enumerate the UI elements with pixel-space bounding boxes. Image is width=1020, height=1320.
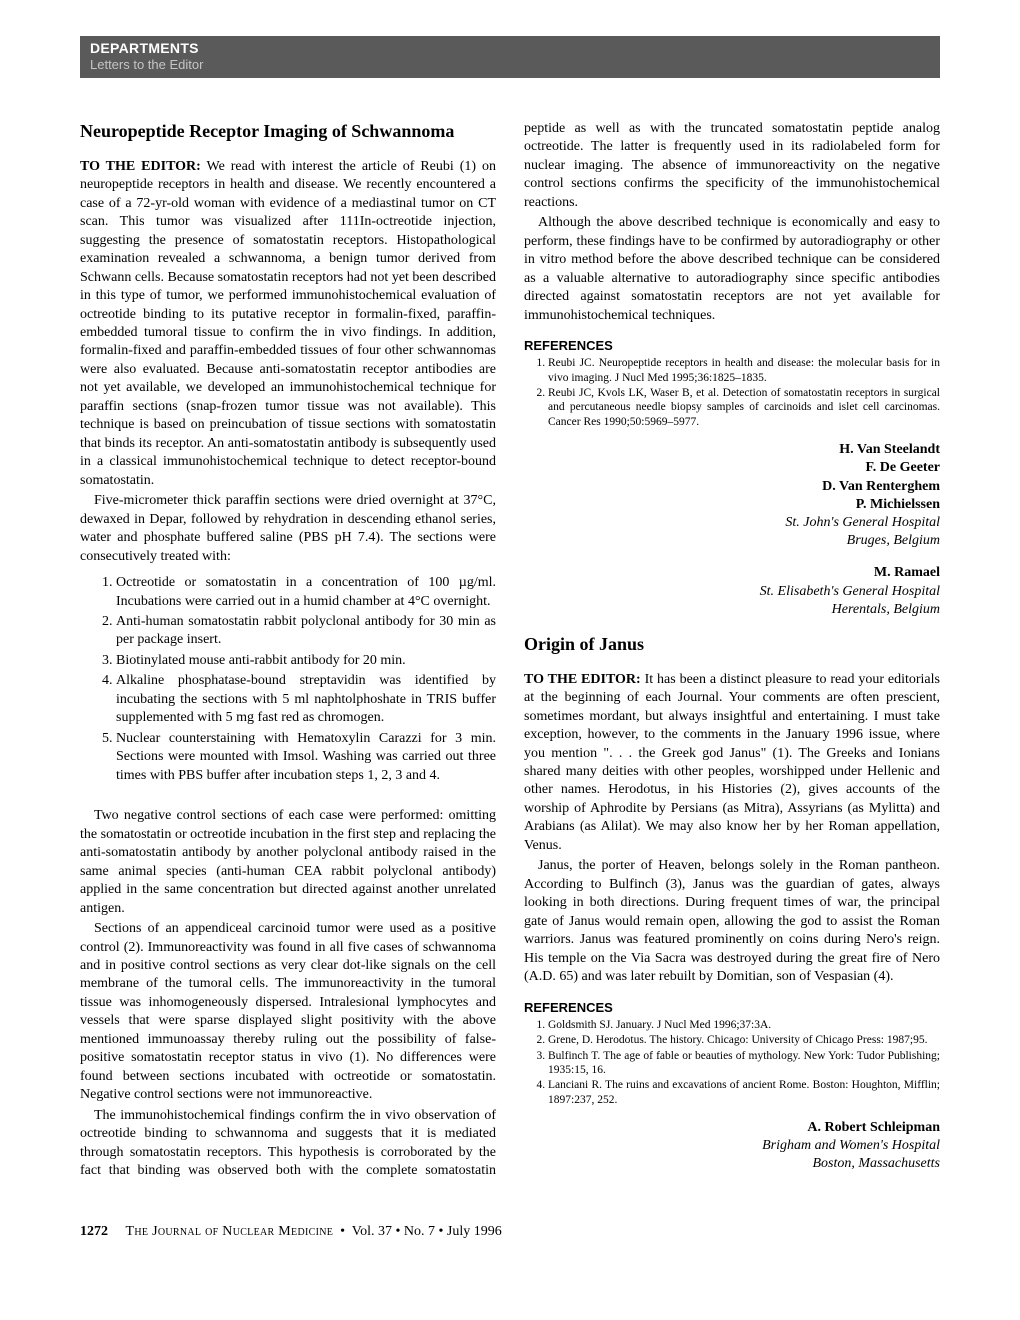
- article1-refs: Reubi JC. Neuropeptide receptors in heal…: [538, 356, 940, 429]
- article1-signature-1: H. Van Steelandt F. De Geeter D. Van Ren…: [524, 441, 940, 550]
- protocol-item: Octreotide or somatostatin in a concentr…: [116, 574, 496, 611]
- author-name: H. Van Steelandt: [524, 441, 940, 459]
- ref-item: Goldsmith SJ. January. J Nucl Med 1996;3…: [548, 1018, 940, 1032]
- article1-title: Neuropeptide Receptor Imaging of Schwann…: [80, 120, 496, 144]
- article2-p2: Janus, the porter of Heaven, belongs sol…: [524, 857, 940, 986]
- article1-p4: Sections of an appendiceal carcinoid tum…: [80, 920, 496, 1105]
- article1-p1: TO THE EDITOR: We read with interest the…: [80, 158, 496, 490]
- article2-title: Origin of Janus: [524, 633, 940, 657]
- article2-refs: Goldsmith SJ. January. J Nucl Med 1996;3…: [538, 1018, 940, 1107]
- article1-lead: TO THE EDITOR:: [80, 159, 201, 174]
- protocol-list: Octreotide or somatostatin in a concentr…: [102, 574, 496, 785]
- article2-lead: TO THE EDITOR:: [524, 672, 641, 687]
- author-affiliation: Boston, Massachusetts: [524, 1155, 940, 1173]
- page-footer: 1272 The Journal of Nuclear Medicine • V…: [80, 1224, 940, 1240]
- article2-p1-text: It has been a distinct pleasure to read …: [524, 672, 940, 853]
- author-name: M. Ramael: [524, 564, 940, 582]
- dept-sublabel: Letters to the Editor: [90, 57, 930, 72]
- article1-p6: Although the above described technique i…: [524, 214, 940, 325]
- ref-item: Grene, D. Herodotus. The history. Chicag…: [548, 1033, 940, 1047]
- article1-p3: Two negative control sections of each ca…: [80, 807, 496, 918]
- protocol-item: Biotinylated mouse anti-rabbit antibody …: [116, 652, 496, 670]
- ref-item: Bulfinch T. The age of fable or beauties…: [548, 1049, 940, 1078]
- ref-item: Lanciani R. The ruins and excavations of…: [548, 1078, 940, 1107]
- author-name: A. Robert Schleipman: [524, 1119, 940, 1137]
- article1-p2: Five-micrometer thick paraffin sections …: [80, 492, 496, 566]
- ref-item: Reubi JC. Neuropeptide receptors in heal…: [548, 356, 940, 385]
- page-number: 1272: [80, 1224, 108, 1239]
- author-name: F. De Geeter: [524, 459, 940, 477]
- author-name: D. Van Renterghem: [524, 478, 940, 496]
- protocol-item: Anti-human somatostatin rabbit polyclona…: [116, 613, 496, 650]
- ref-item: Reubi JC, Kvols LK, Waser B, et al. Dete…: [548, 386, 940, 429]
- article2-signature: A. Robert Schleipman Brigham and Women's…: [524, 1119, 940, 1174]
- author-affiliation: Brigham and Women's Hospital: [524, 1137, 940, 1155]
- author-affiliation: St. John's General Hospital: [524, 514, 940, 532]
- article1-refs-head: REFERENCES: [524, 337, 940, 354]
- protocol-item: Nuclear counterstaining with Hematoxylin…: [116, 730, 496, 785]
- journal-name: The Journal of Nuclear Medicine: [126, 1224, 334, 1239]
- protocol-item: Alkaline phosphatase-bound streptavidin …: [116, 672, 496, 727]
- body-columns: Neuropeptide Receptor Imaging of Schwann…: [80, 120, 940, 1184]
- author-affiliation: Herentals, Belgium: [524, 601, 940, 619]
- author-name: P. Michielssen: [524, 496, 940, 514]
- author-affiliation: St. Elisabeth's General Hospital: [524, 583, 940, 601]
- author-affiliation: Bruges, Belgium: [524, 532, 940, 550]
- article2-refs-head: REFERENCES: [524, 999, 940, 1016]
- article1-signature-2: M. Ramael St. Elisabeth's General Hospit…: [524, 564, 940, 619]
- department-banner: DEPARTMENTS Letters to the Editor: [80, 36, 940, 78]
- dept-label: DEPARTMENTS: [90, 40, 930, 56]
- article1-p1-text: We read with interest the article of Reu…: [80, 159, 496, 488]
- issue-info: Vol. 37 • No. 7 • July 1996: [352, 1224, 502, 1239]
- article2-p1: TO THE EDITOR: It has been a distinct pl…: [524, 671, 940, 856]
